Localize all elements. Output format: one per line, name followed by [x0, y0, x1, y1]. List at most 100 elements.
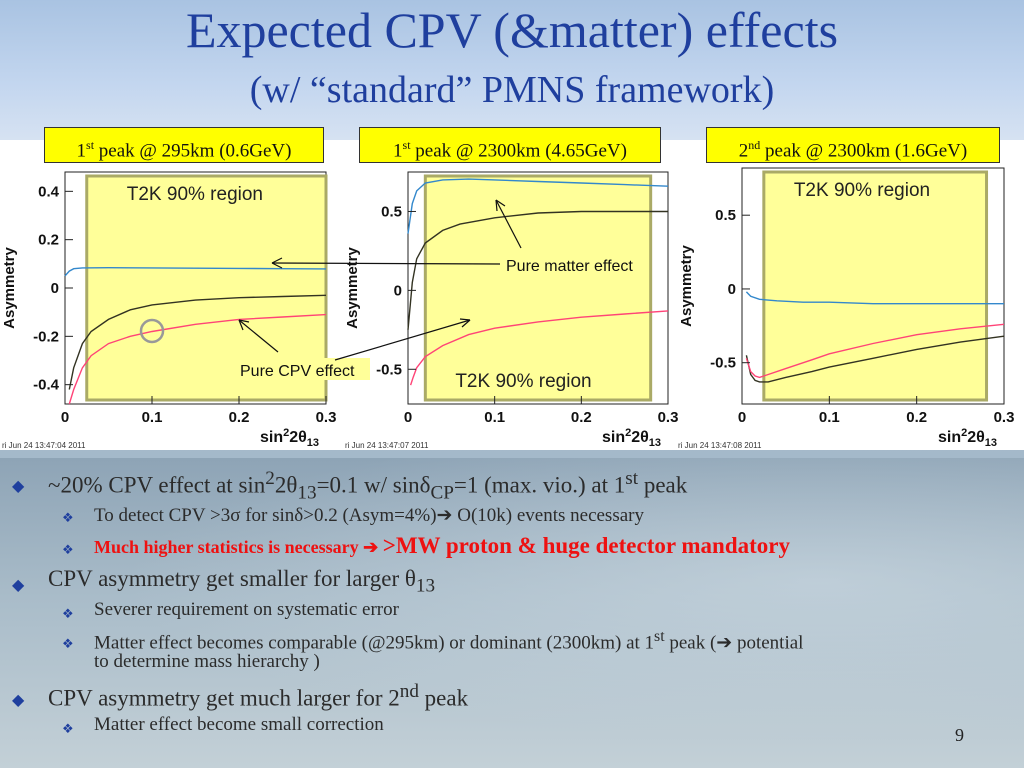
bullet-text: 2θ	[274, 472, 298, 498]
peak-label-1-pre: 1	[76, 140, 87, 162]
peak-label-2-sup: st	[402, 138, 411, 152]
series-line-blue	[64, 266, 327, 277]
highlight-circle	[139, 318, 165, 344]
x-tick-label: 0.3	[658, 409, 679, 426]
x-tick-label: 0.3	[994, 409, 1015, 426]
t2k-region-label: T2K 90% region	[455, 371, 591, 392]
bullet-cpv-smaller: CPV asymmetry get smaller for larger θ13	[48, 566, 435, 598]
pure-matter-label: Pure matter effect	[506, 258, 633, 275]
y-tick-label: 0.2	[38, 232, 59, 249]
peak-label-2: 1st peak @ 2300km (4.65GeV)	[359, 127, 661, 163]
y-tick-label: 0.5	[715, 207, 736, 224]
arrowhead	[459, 318, 471, 328]
peak-label-3-sup: nd	[748, 138, 761, 152]
y-tick-label: -0.5	[710, 355, 736, 372]
pure-cpv-label: Pure CPV effect	[240, 363, 355, 380]
bullet-small-correction: Matter effect become small correction	[94, 714, 384, 735]
bullet-text: =1 (max. vio.) at 1	[453, 472, 626, 498]
y-tick-label: -0.4	[33, 377, 60, 394]
peak-label-2-post: peak @ 2300km (4.65GeV)	[410, 140, 627, 162]
t2k-region	[762, 170, 989, 402]
bullet-matter-effect: Matter effect becomes comparable (@295km…	[94, 628, 803, 654]
charts-svg: T2K 90% region-0.4-0.200.20.40 0.1 0.2 0.3s…	[1, 167, 1015, 450]
pure-matter-arrow-left	[271, 262, 501, 265]
arrowhead	[495, 199, 506, 212]
timestamp: ri Jun 24 13:47:04 2011	[2, 441, 86, 450]
peak-label-1: 1st peak @ 295km (0.6GeV)	[44, 127, 324, 163]
bullet-text: CPV asymmetry get much larger for 2	[48, 685, 400, 711]
charts-area: T2K 90% region -0.4 -0.2 0 0.2 0.4 0 0.1 0.2 0.3 s…	[0, 140, 1024, 450]
bullet-text: ~20% CPV effect at sin	[48, 472, 266, 498]
x-axis-title: sin22θ13	[602, 427, 661, 449]
bullet-area: ◆ ~20% CPV effect at sin22θ13=0.1 w/ sin…	[0, 458, 1024, 768]
series-line-dark	[745, 335, 1005, 383]
superscript: st	[654, 628, 665, 645]
x-tick-label: 0.2	[571, 409, 592, 426]
peak-label-3-pre: 2	[738, 140, 749, 162]
bullet-systematic-error: Severer requirement on systematic error	[94, 599, 399, 620]
diamond-bullet-icon: ◆	[12, 577, 25, 594]
timestamp: ri Jun 24 13:47:07 2011	[345, 441, 429, 450]
bullet-text: peak (➔ potential	[664, 632, 804, 654]
peak-label-1-post: peak @ 295km (0.6GeV)	[94, 140, 292, 162]
x-tick-label: 0	[404, 409, 412, 426]
diamond-bullet-icon: ◆	[12, 692, 25, 709]
superscript: 2	[265, 468, 275, 489]
x-tick-label: 0	[738, 409, 746, 426]
x-tick-label: 0.1	[142, 409, 163, 426]
y-tick-label: 0.5	[381, 203, 402, 220]
t2k-region	[423, 174, 653, 402]
slide-subtitle: (w/ “standard” PMNS framework)	[249, 69, 775, 111]
bullet-text: Matter effect becomes comparable (@295km…	[94, 632, 655, 654]
bullet-matter-effect-cont: to determine mass hierarchy )	[94, 651, 320, 672]
timestamp: ri Jun 24 13:47:08 2011	[678, 441, 762, 450]
bullet-cpv-effect: ~20% CPV effect at sin22θ13=0.1 w/ sinδC…	[48, 468, 687, 504]
y-tick-label: -0.5	[376, 361, 402, 378]
pure-matter-arrow-up	[495, 199, 522, 249]
pure-cpv-arrow-left	[238, 319, 279, 353]
sub-bullet-icon: ❖	[62, 606, 74, 621]
title-banner: Expected CPV (&matter) effects (w/ “stan…	[0, 0, 1024, 140]
subscript: CP	[430, 482, 454, 504]
y-axis-title: Asymmetry	[678, 244, 695, 326]
series-line-blue	[407, 178, 669, 234]
x-tick-label: 0.2	[906, 409, 927, 426]
bullet-cpv-larger: CPV asymmetry get much larger for 2nd pe…	[48, 681, 468, 712]
page-number: 9	[955, 725, 964, 745]
subscript: 13	[415, 575, 436, 597]
superscript: st	[625, 468, 639, 489]
y-tick-label: 0	[728, 281, 736, 298]
bullet-text: CPV asymmetry get smaller for larger θ	[48, 566, 416, 591]
pure-cpv-bg	[236, 358, 370, 380]
y-tick-label: 0.4	[38, 183, 60, 200]
series-line-pink	[745, 323, 1005, 379]
y-tick-label: 0	[394, 282, 402, 299]
bullet-text: =0.1 w/ sinδ	[316, 472, 431, 498]
x-tick-label: 0.3	[316, 409, 337, 426]
series-line-pink	[409, 310, 669, 386]
peak-label-2-pre: 1	[393, 140, 403, 162]
bullet-higher-statistics: Much higher statistics is necessary ➔ >M…	[94, 533, 790, 559]
bullet-text: >MW proton & huge detector mandatory	[382, 533, 791, 558]
t2k-region-label: T2K 90% region	[794, 180, 930, 201]
bullet-text: Much higher statistics is necessary ➔	[94, 537, 383, 557]
arrowhead	[271, 257, 283, 269]
peak-label-3-post: peak @ 2300km (1.6GeV)	[760, 140, 968, 162]
bullet-text: peak	[418, 685, 469, 711]
bullet-text: peak	[638, 472, 688, 498]
sub-bullet-icon: ❖	[62, 510, 74, 525]
pure-cpv-arrow-right	[334, 319, 471, 361]
x-tick-label: 0.1	[819, 409, 840, 426]
sub-bullet-icon: ❖	[62, 636, 74, 651]
subscript: 13	[297, 482, 317, 504]
series-line-dark	[68, 294, 327, 390]
y-axis-title: Asymmetry	[1, 246, 18, 328]
peak-label-1-sup: st	[86, 138, 95, 152]
t2k-region-label: T2K 90% region	[127, 184, 263, 205]
series-line-blue	[745, 291, 1004, 305]
bullet-detect-cpv: To detect CPV >3σ for sinδ>0.2 (Asym=4%)…	[94, 505, 644, 526]
y-tick-label: -0.2	[33, 328, 59, 345]
y-tick-label: 0	[51, 280, 59, 297]
x-axis-title: sin22θ13	[260, 427, 319, 449]
sub-bullet-icon: ❖	[62, 542, 74, 557]
